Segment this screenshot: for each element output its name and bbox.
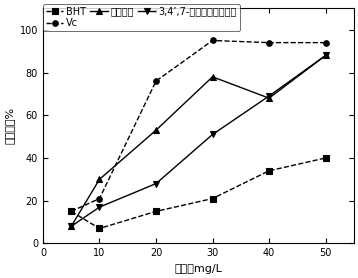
Vc (323, 41, 328, 44)
Vc (267, 41, 271, 44)
Line: 3,4’,7-三羟基二氢黄酮醇: 3,4’,7-三羟基二氢黄酮醇 (68, 53, 328, 229)
3,4’,7-三羟基二氢黄酮醇 (69, 225, 73, 228)
Line: BHT: BHT (68, 155, 328, 231)
BHT (323, 156, 328, 160)
3,4’,7-三羟基二氢黄酮醇 (323, 54, 328, 57)
Line: 黄颜木素: 黄颜木素 (68, 53, 328, 229)
Vc (154, 80, 158, 83)
黄颜木素 (211, 75, 215, 78)
3,4’,7-三羟基二氢黄酮醇 (211, 133, 215, 136)
BHT (154, 210, 158, 213)
Vc (69, 210, 73, 213)
3,4’,7-三羟基二氢黄酮醇 (97, 205, 102, 209)
黄颜木素 (69, 225, 73, 228)
黄颜木素 (154, 128, 158, 132)
3,4’,7-三羟基二氢黄酮醇 (267, 94, 271, 98)
Y-axis label: 清除率，%: 清除率，% (4, 107, 14, 145)
Line: Vc: Vc (68, 38, 328, 214)
Vc (97, 197, 102, 200)
BHT (267, 169, 271, 172)
BHT (211, 197, 215, 200)
X-axis label: 浓度，mg/L: 浓度，mg/L (174, 264, 222, 274)
黄颜木素 (267, 96, 271, 100)
Legend: BHT, Vc, 黄颜木素, 3,4’,7-三羟基二氢黄酮醇: BHT, Vc, 黄颜木素, 3,4’,7-三羟基二氢黄酮醇 (43, 4, 240, 31)
BHT (69, 210, 73, 213)
黄颜木素 (323, 54, 328, 57)
Vc (211, 39, 215, 42)
黄颜木素 (97, 178, 102, 181)
3,4’,7-三羟基二氢黄酮醇 (154, 182, 158, 185)
BHT (97, 227, 102, 230)
